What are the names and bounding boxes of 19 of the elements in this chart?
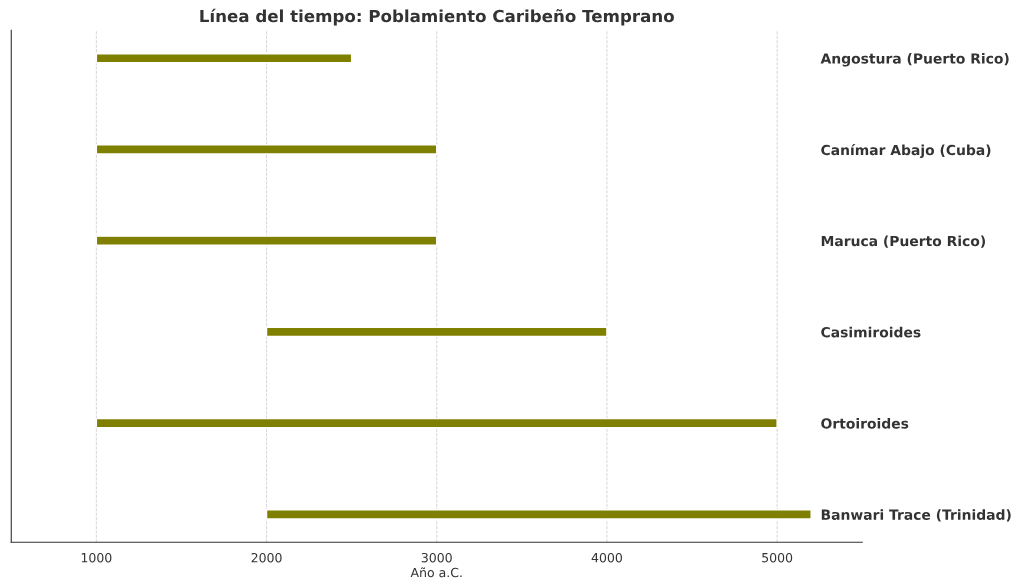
x-axis-title: Año a.C.	[410, 567, 462, 578]
y-tick-label: Banwari Trace (Trinidad)	[821, 509, 1011, 522]
x-tick-label: 1000	[81, 552, 112, 563]
bar	[95, 52, 353, 64]
y-tick-label: Maruca (Puerto Rico)	[821, 235, 985, 248]
bar	[265, 326, 608, 338]
bar	[95, 417, 778, 429]
chart-title: Línea del tiempo: Poblamiento Caribeño Temprano	[200, 8, 674, 26]
x-tick-label: 4000	[591, 552, 622, 563]
y-tick-label: Angostura (Puerto Rico)	[820, 52, 1009, 67]
y-tick-label: Casimiroides	[821, 326, 921, 338]
bar	[265, 509, 812, 520]
x-tick-label: 2000	[251, 552, 282, 563]
x-tick-label: 3000	[421, 552, 452, 563]
y-tick-label: Ortoiroides	[821, 417, 909, 429]
x-tick-label: 5000	[762, 552, 793, 563]
bar	[95, 144, 438, 155]
bar	[95, 235, 438, 246]
y-tick-label: Canímar Abajo (Cuba)	[821, 143, 991, 159]
